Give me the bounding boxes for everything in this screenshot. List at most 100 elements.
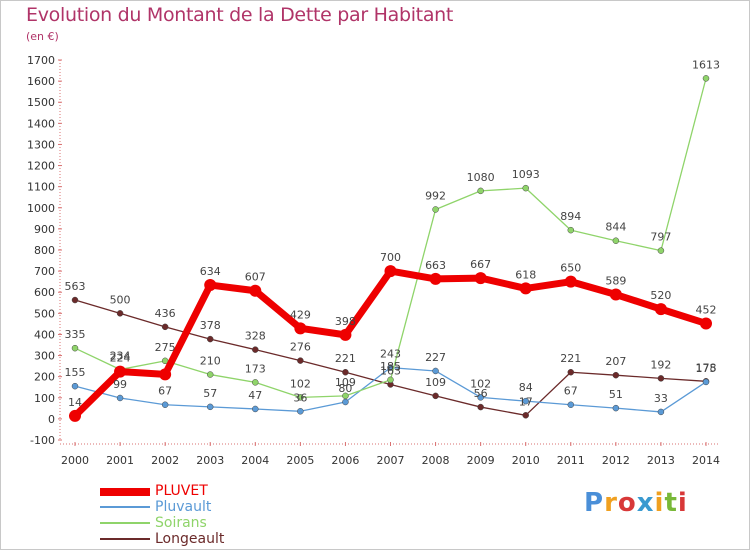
x-tick-label: 2010 bbox=[512, 454, 540, 467]
data-label: 797 bbox=[650, 231, 671, 244]
logo-letter: i bbox=[677, 488, 688, 518]
data-label: 844 bbox=[605, 221, 626, 234]
x-tick-label: 2003 bbox=[196, 454, 224, 467]
data-label: 634 bbox=[200, 265, 221, 278]
data-label: 67 bbox=[158, 385, 172, 398]
y-tick-label: 500 bbox=[34, 307, 55, 320]
data-label: 275 bbox=[155, 341, 176, 354]
data-point bbox=[71, 344, 79, 352]
data-point bbox=[206, 403, 214, 411]
data-label: 224 bbox=[110, 352, 131, 365]
data-label: 175 bbox=[696, 362, 717, 375]
legend-label: PLUVET bbox=[155, 483, 208, 499]
data-label: 210 bbox=[200, 355, 221, 368]
data-label: 36 bbox=[293, 391, 307, 404]
x-tick-label: 2000 bbox=[61, 454, 89, 467]
proxiti-logo: Proxiti bbox=[584, 488, 688, 518]
data-point bbox=[206, 335, 214, 343]
legend-label: Pluvault bbox=[155, 499, 212, 515]
data-point bbox=[159, 368, 172, 381]
data-point bbox=[297, 357, 304, 364]
data-point bbox=[609, 288, 622, 301]
data-point bbox=[432, 392, 439, 400]
y-tick-label: 400 bbox=[34, 328, 55, 341]
x-tick-label: 2005 bbox=[286, 454, 314, 467]
data-point bbox=[567, 368, 575, 376]
data-point bbox=[116, 310, 124, 317]
y-tick-label: 1000 bbox=[27, 202, 55, 215]
data-point bbox=[206, 371, 214, 378]
data-point bbox=[297, 408, 304, 415]
data-point bbox=[522, 184, 529, 192]
x-tick-label: 2013 bbox=[647, 454, 675, 467]
data-label: 14 bbox=[68, 396, 82, 409]
data-point bbox=[657, 375, 665, 382]
data-point bbox=[432, 367, 439, 375]
data-point bbox=[252, 346, 259, 353]
data-label: 192 bbox=[650, 358, 671, 371]
x-tick-label: 2008 bbox=[422, 454, 450, 467]
data-label: 207 bbox=[605, 355, 626, 368]
data-label: 57 bbox=[203, 387, 217, 400]
data-label: 700 bbox=[380, 251, 401, 264]
data-label: 56 bbox=[474, 387, 488, 400]
data-label: 67 bbox=[564, 385, 578, 398]
data-point bbox=[477, 187, 484, 195]
data-label: 452 bbox=[696, 303, 717, 316]
data-point bbox=[657, 247, 665, 254]
logo-letter: x bbox=[636, 488, 655, 518]
data-label: 335 bbox=[65, 328, 86, 341]
data-label: 1080 bbox=[467, 171, 495, 184]
data-label: 155 bbox=[65, 366, 86, 379]
data-label: 234 bbox=[110, 349, 131, 362]
data-label: 378 bbox=[200, 319, 221, 332]
data-label: 173 bbox=[245, 362, 266, 375]
y-tick-label: 600 bbox=[34, 286, 55, 299]
y-tick-label: -100 bbox=[30, 434, 55, 447]
data-point bbox=[71, 296, 79, 304]
data-label: 243 bbox=[380, 348, 401, 361]
data-point bbox=[702, 75, 710, 82]
data-point bbox=[297, 394, 304, 401]
x-tick-label: 2011 bbox=[557, 454, 585, 467]
logo-letter: r bbox=[604, 488, 618, 518]
data-label: 500 bbox=[110, 293, 131, 306]
data-point bbox=[474, 272, 487, 285]
data-label: 185 bbox=[380, 360, 401, 373]
data-point bbox=[567, 401, 575, 408]
data-label: 178 bbox=[696, 361, 717, 374]
chart-subtitle: (en €) bbox=[26, 30, 59, 43]
y-tick-label: 700 bbox=[34, 265, 55, 278]
data-point bbox=[477, 394, 484, 401]
legend-swatch bbox=[100, 522, 150, 524]
data-point bbox=[116, 394, 124, 402]
legend-swatch bbox=[100, 488, 150, 496]
data-point bbox=[252, 379, 259, 386]
data-point bbox=[339, 328, 352, 341]
data-point bbox=[432, 206, 439, 213]
chart-title: Evolution du Montant de la Dette par Hab… bbox=[26, 4, 454, 26]
data-label: 429 bbox=[290, 308, 311, 321]
data-point bbox=[294, 322, 307, 335]
x-tick-label: 2014 bbox=[692, 454, 720, 467]
data-point bbox=[477, 403, 484, 411]
legend-label: Longeault bbox=[155, 531, 225, 547]
data-point bbox=[161, 401, 169, 408]
y-tick-label: 1600 bbox=[27, 75, 55, 88]
data-label: 667 bbox=[470, 258, 491, 271]
data-point bbox=[702, 378, 710, 386]
y-tick-label: 0 bbox=[48, 413, 55, 426]
data-label: 663 bbox=[425, 259, 446, 272]
data-label: 109 bbox=[425, 376, 446, 389]
logo-letter: t bbox=[664, 488, 678, 518]
data-label: 109 bbox=[335, 376, 356, 389]
data-label: 80 bbox=[338, 382, 352, 395]
data-point bbox=[342, 398, 349, 406]
data-label: 221 bbox=[560, 352, 581, 365]
legend-swatch bbox=[100, 538, 150, 540]
data-label: 650 bbox=[560, 262, 581, 275]
data-point bbox=[612, 371, 620, 379]
data-point bbox=[700, 317, 712, 330]
